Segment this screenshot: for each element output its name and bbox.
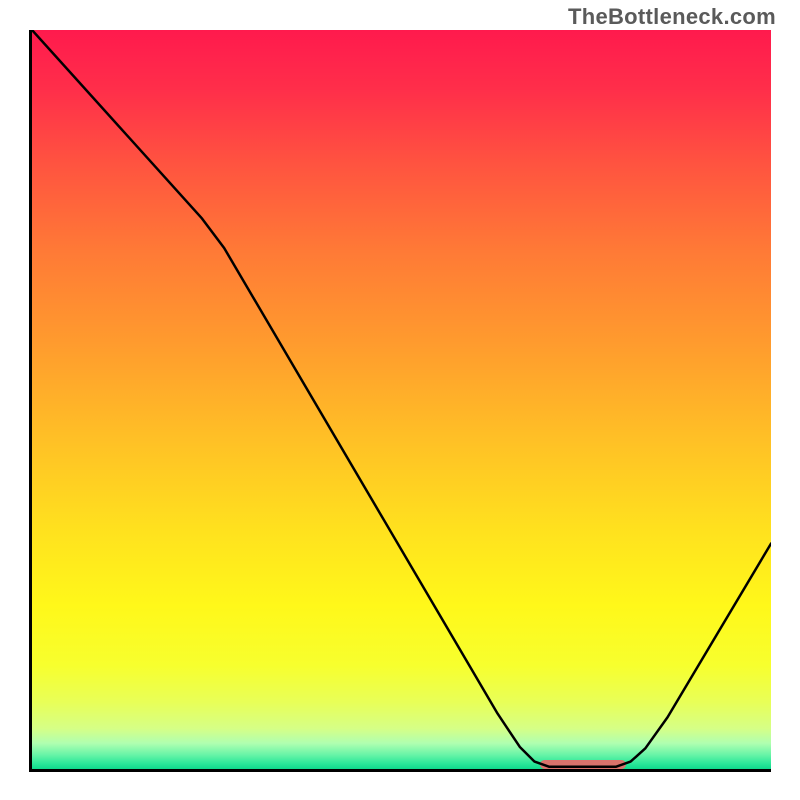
watermark-text: TheBottleneck.com [568,4,776,30]
plot-gradient-background [32,30,771,769]
optimal-range-marker [540,760,625,769]
bottleneck-plot [29,30,771,772]
